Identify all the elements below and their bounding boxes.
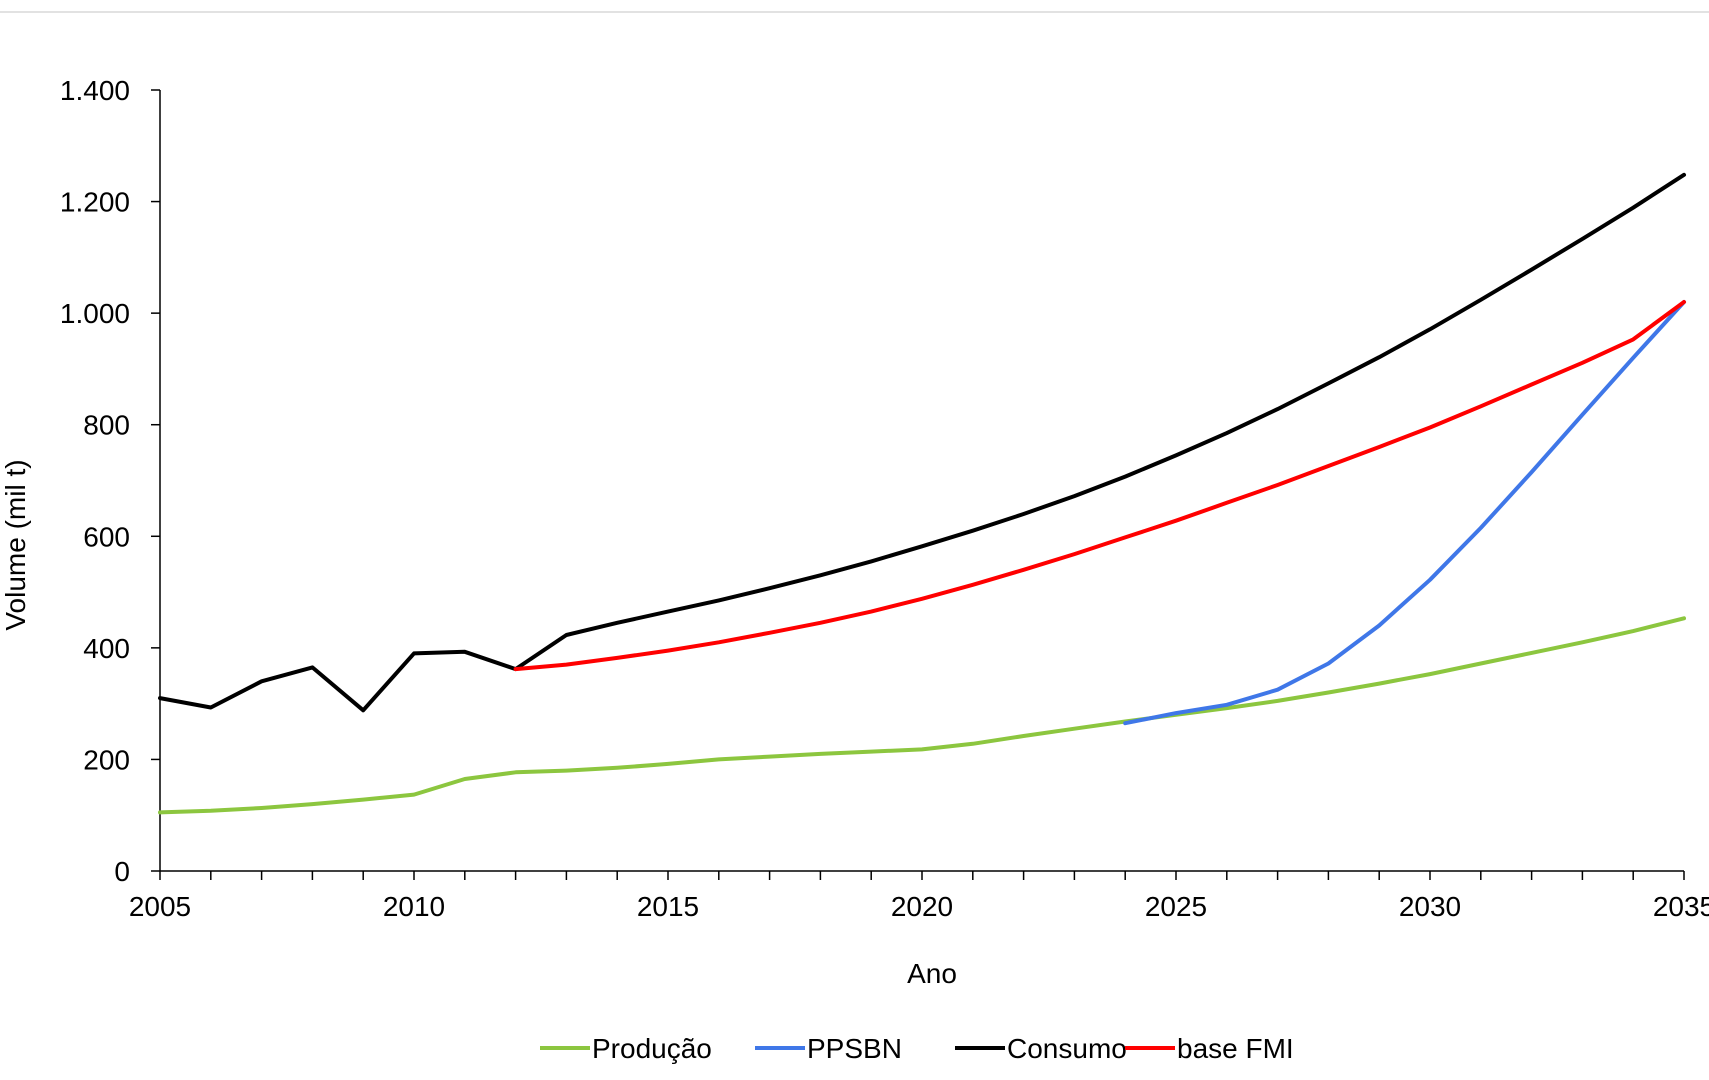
x-tick-label: 2035 xyxy=(1653,891,1709,922)
y-tick-label: 200 xyxy=(83,744,130,775)
legend-label: PPSBN xyxy=(807,1033,902,1064)
legend: Produção PPSBN Consumo base FMI xyxy=(540,1033,1294,1064)
y-tick-label: 1.400 xyxy=(60,75,130,106)
series-line-consumo xyxy=(158,172,1686,713)
series-line-base-fmi xyxy=(513,300,1686,672)
series-line-produ-o xyxy=(158,616,1686,815)
y-tick-label: 0 xyxy=(114,856,130,887)
series-lines xyxy=(158,172,1686,815)
y-tick-label: 600 xyxy=(83,521,130,552)
y-tick-label: 400 xyxy=(83,633,130,664)
series-line-ppsbn xyxy=(1123,300,1686,726)
x-tick-label: 2025 xyxy=(1145,891,1207,922)
legend-label: Consumo xyxy=(1007,1033,1127,1064)
y-axis-title: Volume (mil t) xyxy=(0,459,31,630)
x-tick-label: 2030 xyxy=(1399,891,1461,922)
legend-label: Produção xyxy=(592,1033,712,1064)
x-tick-label: 2005 xyxy=(129,891,191,922)
x-tick-label: 2020 xyxy=(891,891,953,922)
y-tick-label: 1.000 xyxy=(60,298,130,329)
legend-label: base FMI xyxy=(1177,1033,1294,1064)
axes: 0 200 400 600 800 1.000 1.200 1.400 2005 2010 2015… xyxy=(60,75,1709,922)
x-tick-label: 2015 xyxy=(637,891,699,922)
x-axis-title: Ano xyxy=(907,958,957,989)
y-tick-label: 800 xyxy=(83,410,130,441)
y-tick-label: 1.200 xyxy=(60,187,130,218)
x-tick-label: 2010 xyxy=(383,891,445,922)
